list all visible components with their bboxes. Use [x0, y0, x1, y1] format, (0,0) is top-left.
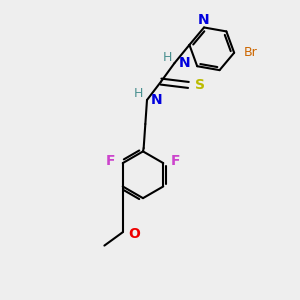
- Text: F: F: [106, 154, 116, 168]
- Text: N: N: [198, 13, 210, 27]
- Text: Br: Br: [244, 46, 257, 59]
- Text: H: H: [134, 88, 143, 100]
- Text: O: O: [128, 227, 140, 241]
- Text: N: N: [178, 56, 190, 70]
- Text: N: N: [151, 93, 163, 107]
- Text: S: S: [195, 78, 205, 92]
- Text: H: H: [162, 51, 172, 64]
- Text: F: F: [171, 154, 180, 168]
